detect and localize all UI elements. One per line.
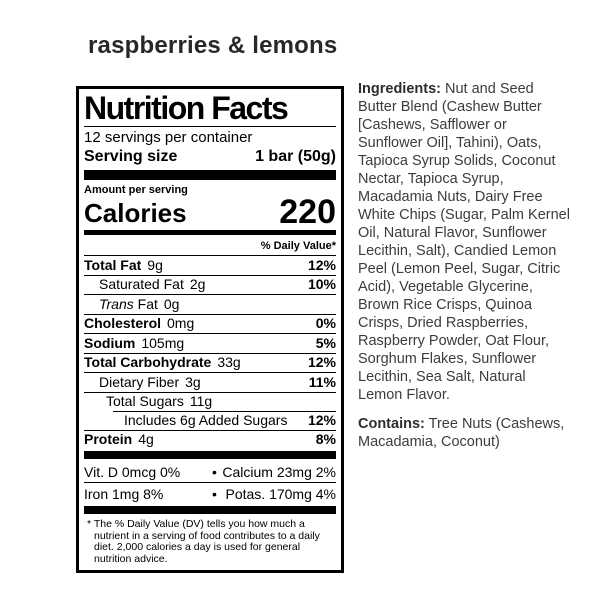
micronutrient-row-vit-d: Vit. D 0mcg 0% • Calcium 23mg 2% (84, 461, 336, 482)
nutrient-row-protein: Protein 4g 8% (84, 429, 336, 450)
divider (84, 126, 336, 127)
nutrient-name: Sodium (84, 334, 136, 351)
micronutrient-row-iron: Iron 1mg 8% • Potas. 170mg 4% (84, 482, 336, 504)
bullet-separator: • (212, 463, 217, 480)
thick-divider (84, 506, 336, 514)
nutrient-dv: 10% (307, 276, 336, 292)
nutrient-amount: 4g (138, 431, 154, 447)
nutrient-amount: 0g (163, 295, 180, 312)
nutrient-amount: 3g (185, 373, 201, 390)
product-title: raspberries & lemons (88, 32, 338, 59)
nutrient-name: Total Carbohydrate (84, 354, 212, 370)
nutrient-row-dietary-fiber: Dietary Fiber 3g 11% (84, 372, 336, 392)
micronutrient-rows: Vit. D 0mcg 0% • Calcium 23mg 2% Iron 1mg 8… (84, 461, 336, 504)
calories-value: 220 (279, 193, 336, 231)
micronutrient-right: Calcium 23mg 2% (222, 463, 336, 480)
serving-size-row: Serving size 1 bar (50g) (84, 148, 336, 166)
nutrient-amount: 11g (189, 393, 213, 409)
amount-per-serving-label: Amount per serving (84, 184, 188, 196)
nutrition-facts-panel: Nutrition Facts 12 servings per containe… (76, 86, 344, 573)
nutrient-name: Saturated Fat (99, 276, 184, 292)
bullet-separator: • (212, 485, 217, 502)
micronutrient-right: Potas. 170mg 4% (225, 485, 336, 502)
nutrient-dv: 12% (307, 256, 336, 273)
serving-size-value: 1 bar (50g) (255, 148, 336, 165)
contains-paragraph: Contains: Tree Nuts (Cashews, Macadamia,… (358, 415, 570, 451)
nutrient-name: Cholesterol (84, 315, 162, 331)
ingredients-text: Nut and Seed Butter Blend (Cashew Butter… (358, 81, 570, 403)
nutrition-facts-title: Nutrition Facts (84, 90, 289, 126)
nutrient-rows: Total Fat 9g 12% Saturated Fat 2g 10% Trans Fa… (84, 255, 336, 449)
nutrient-dv: 8% (315, 431, 336, 447)
medium-divider (84, 230, 336, 235)
ingredients-panel: Ingredients: Nut and Seed Butter Blend (… (358, 80, 570, 451)
nutrient-row-total-sugars: Total Sugars 11g (84, 391, 336, 412)
nutrient-amount: 33g (217, 354, 241, 370)
nutrient-name: Total Sugars (106, 393, 184, 409)
serving-size-label: Serving size (84, 148, 178, 165)
nutrient-row-sodium: Sodium 105mg 5% (84, 333, 336, 353)
calories-label: Calories (84, 198, 187, 228)
nutrient-amount: 105mg (141, 334, 185, 351)
thick-divider (84, 170, 336, 180)
thick-divider (84, 451, 336, 459)
nutrient-name: Includes 6g Added Sugars (124, 411, 288, 428)
nutrient-dv: 11% (308, 373, 336, 390)
contains-text: Tree Nuts (Cashews, Macadamia, Coconut) (358, 416, 565, 450)
daily-value-header: % Daily Value* (260, 240, 336, 252)
nutrient-name: Trans Fat (99, 295, 158, 312)
ingredients-paragraph: Ingredients: Nut and Seed Butter Blend (… (358, 80, 570, 404)
nutrient-row-saturated-fat: Saturated Fat 2g 10% (84, 274, 336, 295)
nutrient-dv: 12% (307, 411, 336, 428)
nutrient-amount: 9g (147, 256, 163, 273)
servings-per-container: 12 servings per container (84, 129, 253, 146)
nutrient-dv: 0% (315, 315, 336, 331)
nutrient-row-total-carbohydrate: Total Carbohydrate 33g 12% (84, 352, 336, 373)
micronutrient-left: Iron 1mg 8% (84, 485, 164, 502)
nutrient-name: Total Fat (84, 256, 142, 273)
daily-value-footnote: * The % Daily Value (DV) tells you how m… (87, 518, 320, 565)
nutrient-row-total-fat: Total Fat 9g 12% (84, 255, 336, 275)
nutrient-dv: 5% (315, 334, 336, 351)
ingredients-label: Ingredients: (358, 81, 441, 97)
calories-row: Calories 220 (84, 193, 336, 231)
nutrient-row-cholesterol: Cholesterol 0mg 0% (84, 313, 336, 334)
nutrient-name: Protein (84, 431, 133, 447)
micronutrient-left: Vit. D 0mcg 0% (84, 463, 181, 480)
contains-label: Contains: (358, 416, 425, 432)
nutrient-amount: 2g (189, 276, 206, 292)
nutrient-dv: 12% (307, 354, 336, 370)
nutrient-row-trans-fat: Trans Fat 0g (84, 294, 336, 314)
nutrient-row-includes-6g-added-sugars: Includes 6g Added Sugars 12% (84, 411, 336, 430)
nutrient-name: Dietary Fiber (99, 373, 180, 390)
nutrient-amount: 0mg (167, 315, 195, 331)
